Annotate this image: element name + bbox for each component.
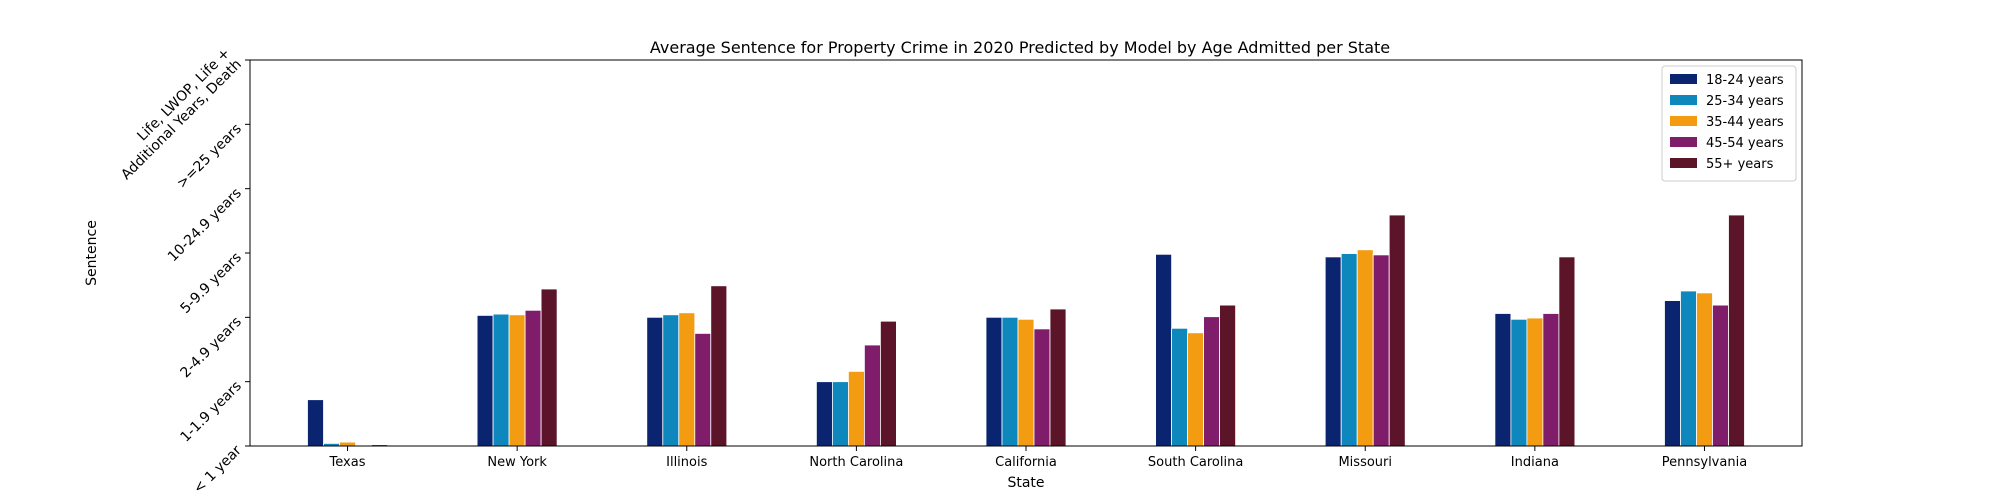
legend-swatch-45-54-years [1670,137,1697,147]
bar-25-34-years-california [1001,316,1019,447]
legend-label-55-years: 55+ years [1706,157,1774,172]
bar-18-24-years-missouri [1324,256,1342,447]
legend-box [1661,65,1797,182]
bar-45-54-years-pennsylvania [1712,304,1729,447]
x-tick-label-california: California [995,455,1057,470]
legend-label-25-34-years: 25-34 years [1706,94,1784,109]
bar-18-24-years-california [985,316,1003,447]
bar-55-years-illinois [710,285,728,447]
bar-35-44-years-indiana [1526,317,1544,447]
legend: 18-24 years 25-34 years 35-44 years 45-54 y… [1661,65,1797,182]
legend-label-35-44-years: 35-44 years [1706,115,1784,130]
bar-45-54-years-california [1033,328,1051,447]
bar-55-years-indiana [1558,256,1576,447]
bar-18-24-years-texas [307,399,324,447]
bar-25-34-years-new-york [492,313,510,447]
bar-45-54-years-new-york [524,309,542,447]
bar-35-44-years-new-york [508,314,526,447]
bar-35-44-years-pennsylvania [1696,292,1713,447]
x-axis-label: State [1007,475,1044,491]
legend-label-45-54-years: 45-54 years [1706,136,1784,151]
bar-45-54-years-missouri [1372,254,1390,447]
bar-35-44-years-missouri [1356,249,1374,447]
bar-45-54-years-indiana [1542,313,1560,447]
legend-swatch-35-44-years [1670,116,1697,126]
x-tick-label-south-carolina: South Carolina [1148,455,1243,470]
bar-45-54-years-north-carolina [864,344,881,447]
plot-frame [249,59,1803,447]
y-tick-label-5: >=25 years [174,121,245,192]
bar-25-34-years-missouri [1340,253,1358,447]
x-tick-label-texas: Texas [329,455,366,470]
bar-55-years-new-york [540,288,558,447]
y-tick-label-0: < 1 year [191,442,245,496]
bar-18-24-years-illinois [646,316,664,447]
legend-swatch-55-years [1670,158,1697,168]
bar-25-34-years-indiana [1510,318,1528,447]
bar-18-24-years-new-york [476,314,494,447]
y-tick-label-3: 5-9.9 years [178,250,245,317]
bars-layer [307,214,1745,447]
bar-35-44-years-north-carolina [848,370,865,447]
bar-25-34-years-south-carolina [1171,327,1188,447]
bar-45-54-years-illinois [694,332,712,447]
x-tick-label-north-carolina: North Carolina [809,455,903,470]
bar-18-24-years-south-carolina [1155,253,1172,447]
bar-18-24-years-indiana [1494,313,1512,447]
bar-35-44-years-south-carolina [1187,332,1204,447]
y-tick-label-2: 2-4.9 years [178,314,245,381]
bar-25-34-years-illinois [662,314,680,447]
x-tick-label-missouri: Missouri [1338,455,1392,470]
x-tick-label-illinois: Illinois [666,455,707,470]
bar-25-34-years-pennsylvania [1680,290,1697,447]
bar-55-years-california [1049,308,1067,447]
x-tick-label-new-york: New York [487,455,547,470]
legend-swatch-18-24-years [1670,74,1697,84]
bar-35-44-years-illinois [678,312,696,447]
y-tick-label-1: 1-1.9 years [178,378,245,445]
bar-18-24-years-north-carolina [816,381,833,447]
bar-45-54-years-south-carolina [1203,316,1220,447]
bar-18-24-years-pennsylvania [1664,300,1681,447]
bar-55-years-south-carolina [1219,304,1236,447]
x-ticks: Texas New York Illinois North Carolina Calif… [329,446,1747,470]
bar-55-years-missouri [1388,214,1406,447]
legend-label-18-24-years: 18-24 years [1706,73,1784,88]
legend-swatch-25-34-years [1670,95,1697,105]
x-tick-label-indiana: Indiana [1511,455,1559,470]
bar-35-44-years-texas [339,441,356,447]
bar-55-years-pennsylvania [1728,214,1745,447]
bar-55-years-north-carolina [880,320,897,447]
x-tick-label-pennsylvania: Pennsylvania [1662,455,1747,470]
y-axis-label: Sentence [84,220,100,286]
bar-25-34-years-north-carolina [832,381,849,447]
y-tick-label-6: Life, LWOP, Life +Additional Years, Deat… [107,45,245,183]
chart-title: Average Sentence for Property Crime in 2… [650,38,1390,57]
bar-35-44-years-california [1017,318,1035,447]
